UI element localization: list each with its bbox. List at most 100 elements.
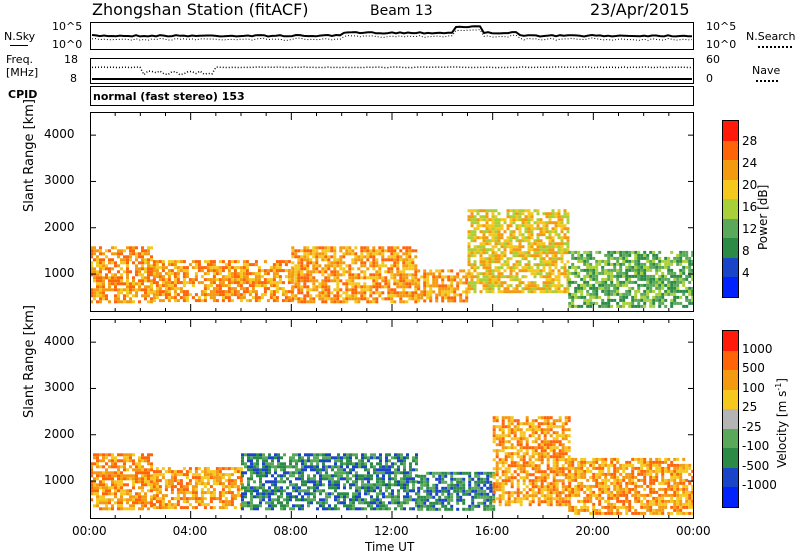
heatmap-cell xyxy=(429,296,433,300)
heatmap-cell xyxy=(685,298,689,302)
heatmap-cell xyxy=(253,471,256,475)
heatmap-cell xyxy=(625,250,629,254)
heatmap-cell xyxy=(501,473,505,477)
heatmap-cell xyxy=(485,230,489,234)
heatmap-cell xyxy=(673,295,677,299)
heatmap-cell xyxy=(310,486,313,490)
heatmap-cell xyxy=(438,498,442,502)
heatmap-cell xyxy=(291,288,295,292)
heatmap-cell xyxy=(262,471,265,475)
heatmap-cell xyxy=(306,270,310,274)
heatmap-cell xyxy=(117,252,120,256)
heatmap-cell xyxy=(144,249,147,253)
heatmap-cell xyxy=(123,507,126,511)
heatmap-cell xyxy=(301,471,304,475)
heatmap-cell xyxy=(453,275,457,279)
heatmap-cell xyxy=(652,295,656,299)
heatmap-cell xyxy=(438,293,442,297)
heatmap-cell xyxy=(324,288,328,292)
heatmap-cell xyxy=(236,293,240,297)
heatmap-cell xyxy=(518,233,522,237)
heatmap-cell xyxy=(373,489,376,493)
heatmap-cell xyxy=(289,507,292,511)
heatmap-cell xyxy=(411,261,415,265)
heatmap-cell xyxy=(501,443,505,447)
heatmap-cell xyxy=(233,275,237,279)
heatmap-cell xyxy=(337,459,340,463)
heatmap-cell xyxy=(400,456,403,460)
heatmap-cell xyxy=(96,261,99,265)
heatmap-cell xyxy=(557,275,561,279)
heatmap-cell xyxy=(105,297,108,301)
heatmap-cell xyxy=(355,486,358,490)
heatmap-cell xyxy=(319,489,322,493)
heatmap-cell xyxy=(248,290,252,294)
heatmap-cell xyxy=(346,495,349,499)
heatmap-cell xyxy=(114,273,117,277)
heatmap-cell xyxy=(552,467,556,471)
heatmap-cell xyxy=(450,296,454,300)
y-tick-label: 2000 xyxy=(44,219,75,234)
heatmap-cell xyxy=(539,272,543,276)
heatmap-cell xyxy=(628,280,632,284)
heatmap-cell xyxy=(586,274,590,278)
heatmap-cell xyxy=(158,503,162,507)
heatmap-cell xyxy=(495,479,499,483)
heatmap-cell xyxy=(286,465,289,469)
heatmap-cell xyxy=(583,262,587,266)
heatmap-cell xyxy=(595,274,599,278)
heatmap-cell xyxy=(543,470,547,474)
heatmap-cell xyxy=(551,269,555,273)
heatmap-cell xyxy=(164,506,168,510)
heatmap-cell xyxy=(549,428,553,432)
heatmap-cell xyxy=(518,209,522,213)
heatmap-cell xyxy=(551,260,555,264)
heatmap-cell xyxy=(691,298,694,302)
heatmap-cell xyxy=(537,467,541,471)
heatmap-cell xyxy=(120,453,123,457)
heatmap-cell xyxy=(507,431,511,435)
heatmap-cell xyxy=(613,256,617,260)
heatmap-cell xyxy=(435,492,439,496)
heatmap-cell xyxy=(294,255,298,259)
heatmap-cell xyxy=(138,456,141,460)
heatmap-cell xyxy=(542,290,546,294)
heatmap-cell xyxy=(345,246,349,250)
heatmap-cell xyxy=(372,300,376,304)
heatmap-cell xyxy=(506,284,510,288)
heatmap-cell xyxy=(548,215,552,219)
heatmap-cell xyxy=(616,271,620,275)
heatmap-cell xyxy=(343,504,346,508)
heatmap-cell xyxy=(417,507,421,511)
heatmap-cell xyxy=(534,470,538,474)
heatmap-cell xyxy=(628,304,632,308)
heatmap-cell xyxy=(441,278,445,282)
heatmap-cell xyxy=(355,465,358,469)
heatmap-cell xyxy=(233,479,237,483)
heatmap-cell xyxy=(150,465,153,469)
heatmap-cell xyxy=(577,490,581,494)
heatmap-cell xyxy=(224,275,228,279)
noise-sky-label: N.Sky xyxy=(4,30,36,43)
heatmap-cell xyxy=(185,470,189,474)
heatmap-cell xyxy=(429,290,433,294)
heatmap-cell xyxy=(488,230,492,234)
heatmap-cell xyxy=(155,260,159,264)
heatmap-cell xyxy=(141,453,144,457)
heatmap-cell xyxy=(414,255,418,259)
heatmap-cell xyxy=(592,295,596,299)
heatmap-cell xyxy=(179,488,183,492)
heatmap-cell xyxy=(379,480,382,484)
heatmap-cell xyxy=(537,428,541,432)
heatmap-cell xyxy=(354,282,358,286)
heatmap-cell xyxy=(613,283,617,287)
heatmap-cell xyxy=(673,280,677,284)
freq-right-tick-top: 60 xyxy=(706,53,720,66)
heatmap-cell xyxy=(348,282,352,286)
heatmap-cell xyxy=(649,265,653,269)
heatmap-cell xyxy=(589,493,593,497)
heatmap-cell xyxy=(144,261,147,265)
heatmap-cell xyxy=(135,258,138,262)
heatmap-cell xyxy=(598,262,602,266)
heatmap-cell xyxy=(607,271,611,275)
